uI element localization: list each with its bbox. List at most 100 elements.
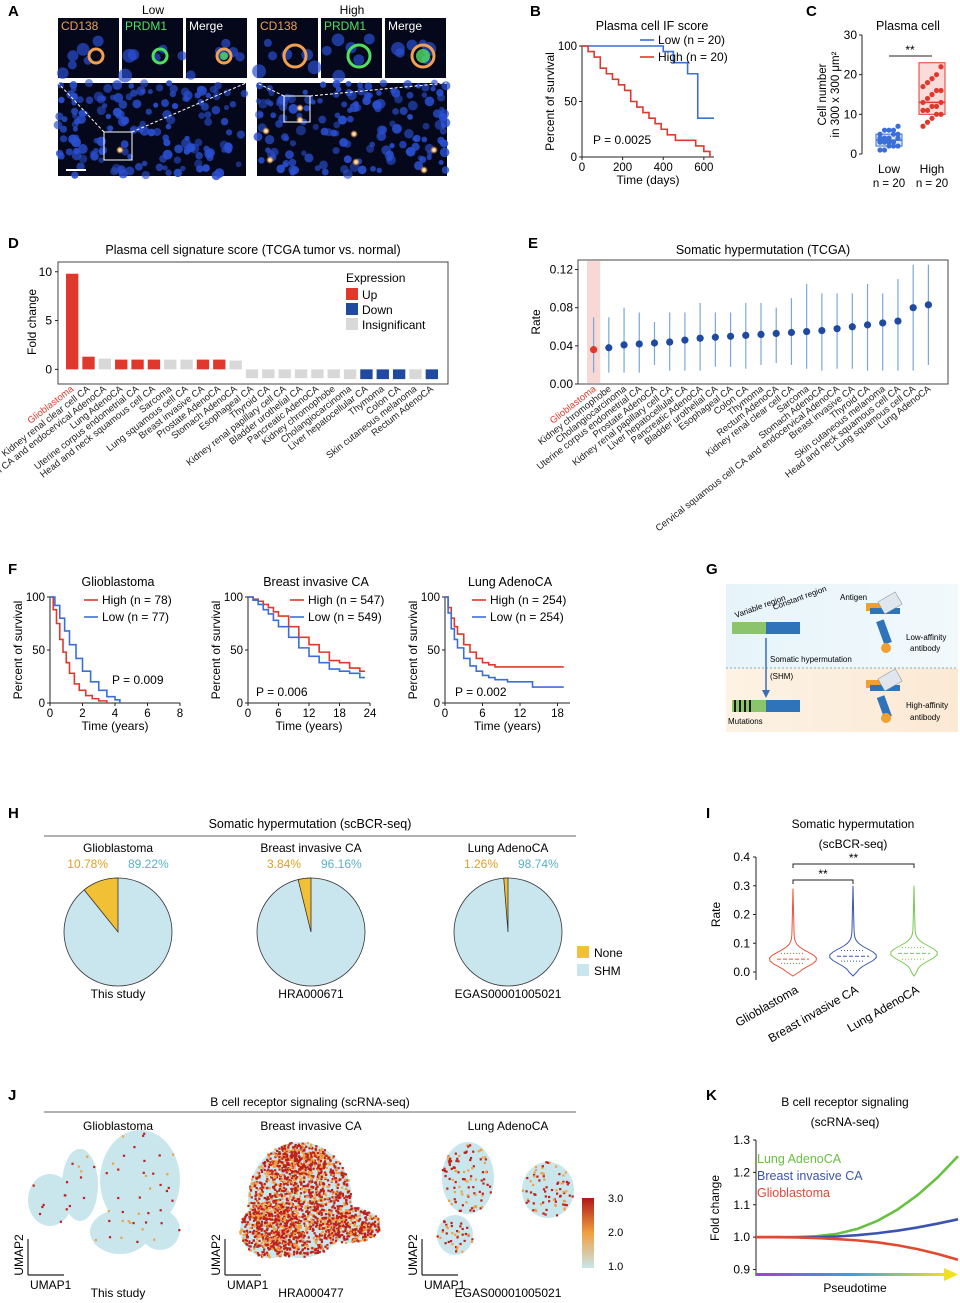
significance-bracket [792,879,854,884]
umap-cell-mark [481,1194,484,1197]
umap-cell-mark [284,1193,287,1196]
umap-cell-mark [260,1194,263,1197]
umap-cell-mark [261,1251,264,1254]
umap-cell-mark [272,1240,275,1243]
umap-cell-mark [441,1169,444,1172]
umap-cell-mark [253,1245,256,1249]
umap-cell-mark [317,1160,321,1163]
umap-cell-mark [558,1172,561,1176]
umap-cell-mark [545,1208,548,1212]
umap-cell-mark [258,1166,261,1169]
panel-letters: A B C D E F G H I J K [8,3,817,1104]
umap-cell-mark [268,1212,271,1216]
umap-cell-mark [255,1175,258,1179]
umap-cell-mark [333,1226,336,1229]
umap-cell-mark [158,1154,161,1157]
umap-cell-mark [290,1141,293,1145]
umap-cell-mark [267,1197,270,1201]
umap-cell-mark [255,1226,259,1229]
umap-cell-mark [313,1205,316,1208]
umap-cell-mark [268,1200,271,1204]
umap-cell-mark [329,1222,333,1225]
data-point [924,95,931,102]
umap-cell-mark [322,1173,325,1176]
umap-cell-mark [249,1189,253,1192]
umap-cell-mark [325,1162,328,1165]
umap-cell-mark [311,1227,314,1230]
umap-cell-mark [308,1163,311,1166]
data-point [881,147,888,153]
umap-cell-mark [469,1158,472,1162]
umap-cell-mark [274,1175,277,1178]
umap-cell-mark [317,1247,320,1250]
bar-20 [392,369,406,380]
umap-cell-mark [311,1171,314,1174]
umap-cell-mark [293,1175,296,1178]
umap-cell-mark [257,1193,260,1196]
legend-label: Lung AdenoCA [757,1152,842,1166]
umap-cell-mark [319,1197,322,1201]
umap-cell-mark [322,1189,325,1192]
umap-cell-mark [252,1230,255,1234]
umap-cell-mark [252,1185,255,1188]
umap-cell-mark [455,1229,459,1233]
umap-cell-mark [351,1221,354,1224]
umap-cell-mark [295,1154,298,1157]
umap-cell-mark [269,1161,272,1164]
umap-cell-mark [363,1234,367,1237]
umap-cell-mark [301,1237,304,1241]
umap-cell-mark [296,1162,300,1165]
umap-cell-mark [117,1196,120,1200]
umap-cell-mark [281,1220,284,1223]
umap-cell-mark [484,1170,488,1174]
data-point [920,107,926,113]
umap-cell-mark [331,1217,334,1220]
umap-cell-mark [243,1219,246,1222]
umap-cell-mark [293,1164,296,1167]
umap-cell-mark [307,1183,310,1186]
nucleus-mark [421,92,428,98]
high-affinity-label-1: High-affinity [906,701,948,710]
panel-letter-b: B [530,3,541,20]
umap-cell-mark [311,1191,314,1194]
nucleus-mark [159,154,167,163]
umap-cell-mark [259,1187,262,1190]
umap-cell-mark [340,1213,343,1216]
umap-cell-mark [310,1188,313,1191]
umap-cell-mark [290,1158,293,1162]
umap-cell-mark [333,1207,336,1210]
umap-cell-mark [267,1165,270,1168]
umap-cell-mark [319,1150,322,1153]
umap-cell-mark [330,1231,334,1235]
umap-cell-mark [471,1167,474,1170]
umap-cell-mark [320,1188,323,1192]
umap-cell-mark [255,1205,258,1208]
umap-cell-mark [319,1196,322,1199]
channel-label: CD138 [260,19,298,33]
umap-cell-mark [370,1223,373,1226]
umap-cell-mark [330,1238,333,1241]
umap-cell-mark [312,1224,315,1227]
umap-cell-mark [280,1205,283,1208]
nucleus-mark [127,49,140,61]
umap-cell-mark [275,1224,278,1227]
umap-cell-mark [445,1170,448,1173]
umap-cell-mark [38,1212,42,1216]
umap-cell-mark [313,1249,317,1252]
legend-label: Low (n = 254) [490,610,564,624]
violin-1 [829,885,877,977]
umap-cell-mark [351,1217,354,1220]
umap-cell-mark [469,1144,472,1147]
umap-cell-mark [336,1237,339,1240]
umap-cell-mark [264,1204,267,1208]
umap-cell-mark [343,1181,346,1184]
umap-cell-mark [314,1251,317,1255]
nucleus-mark [111,163,122,174]
umap-cell-mark [327,1212,330,1216]
umap-cell-mark [444,1174,447,1178]
umap-cell-mark [544,1195,547,1198]
umap-cell-mark [463,1178,466,1181]
umap-cell-mark [297,1159,300,1162]
umap-cell-mark [352,1228,355,1232]
